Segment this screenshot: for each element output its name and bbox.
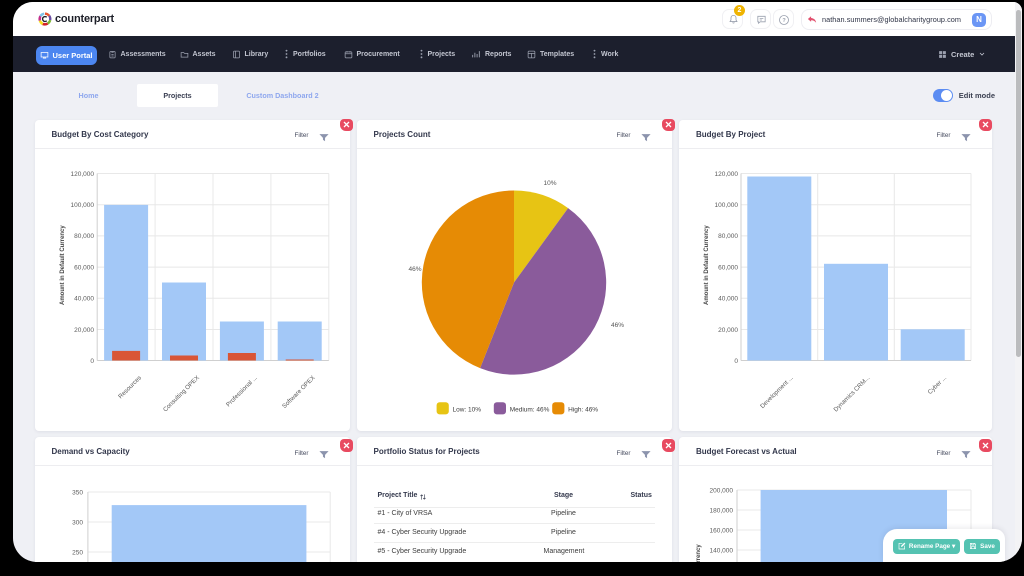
svg-text:20,000: 20,000 [718,326,738,333]
svg-text:200,000: 200,000 [710,487,734,494]
svg-text:40,000: 40,000 [74,295,94,302]
svg-text:20,000: 20,000 [74,326,94,333]
svg-text:Software OPEX: Software OPEX [281,374,317,410]
svg-text:180,000: 180,000 [710,507,734,514]
svg-text:80,000: 80,000 [74,233,94,240]
svg-text:60,000: 60,000 [74,264,94,271]
svg-text:Dynamics CRM...: Dynamics CRM... [832,374,871,413]
svg-text:Medium: 46%: Medium: 46% [509,406,549,413]
svg-text:80,000: 80,000 [718,233,738,240]
svg-text:140,000: 140,000 [710,547,734,554]
svg-text:300: 300 [72,519,83,526]
svg-text:46%: 46% [408,266,421,273]
svg-text:10%: 10% [543,180,556,187]
svg-text:Consulting OPEX: Consulting OPEX [161,374,200,413]
svg-text:Professional ...: Professional ... [224,374,258,408]
svg-text:?: ? [782,18,786,24]
svg-text:160,000: 160,000 [710,527,734,534]
svg-text:Resources: Resources [117,374,143,400]
svg-text:100,000: 100,000 [70,202,94,209]
svg-text:0: 0 [90,357,94,364]
svg-text:40,000: 40,000 [718,295,738,302]
svg-text:Amount in Default Currency: Amount in Default Currency [60,224,66,304]
svg-text:High: 46%: High: 46% [568,406,598,413]
svg-text:120,000: 120,000 [70,170,94,177]
svg-text:Development ...: Development ... [759,374,795,410]
svg-text:350: 350 [72,489,83,496]
svg-text:0: 0 [734,357,738,364]
svg-text:Cyber ...: Cyber ... [927,374,949,396]
svg-text:Amount in Default Currency: Amount in Default Currency [704,224,710,304]
svg-text:Amount in Default Currency: Amount in Default Currency [696,544,702,562]
svg-text:120,000: 120,000 [715,170,739,177]
svg-text:46%: 46% [611,322,624,329]
svg-text:Low: 10%: Low: 10% [452,406,481,413]
svg-text:60,000: 60,000 [718,264,738,271]
svg-text:250: 250 [72,549,83,556]
svg-text:100,000: 100,000 [715,202,739,209]
